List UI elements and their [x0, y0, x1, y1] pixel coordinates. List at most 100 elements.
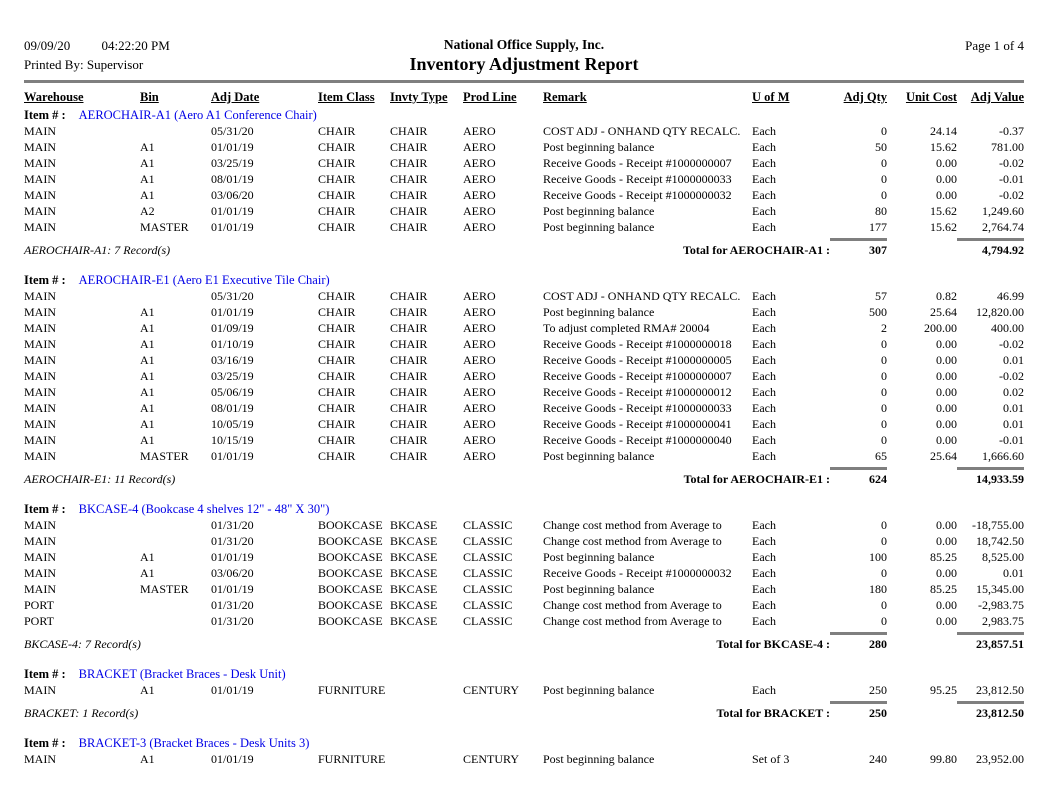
item-number-label: Item # : — [24, 502, 66, 516]
item-link[interactable]: BRACKET-3 (Bracket Braces - Desk Units 3… — [78, 736, 310, 750]
table-row: MAIN 05/31/20 CHAIR CHAIR AERO COST ADJ - ONH… — [24, 123, 1024, 139]
cell-warehouse: MAIN — [24, 566, 56, 580]
header-rule — [24, 80, 1024, 83]
column-header-item-class: Item Class — [318, 90, 375, 104]
cell-adj-qty: 0 — [881, 566, 887, 580]
cell-bin: A2 — [140, 204, 155, 218]
item-link[interactable]: AEROCHAIR-E1 (Aero E1 Executive Tile Cha… — [78, 273, 330, 287]
cell-item-class: CHAIR — [318, 433, 356, 447]
cell-uofm: Each — [752, 124, 776, 138]
cell-adj-value: 781.00 — [991, 140, 1024, 154]
table-row: MAIN MASTER 01/01/19 BOOKCASE BKCASE CLASSIC P… — [24, 581, 1024, 597]
cell-uofm: Set of 3 — [752, 752, 790, 766]
cell-remark: Post beginning balance — [543, 752, 655, 766]
cell-adj-value: 1,249.60 — [982, 204, 1024, 218]
table-row: MAIN A1 01/09/19 CHAIR CHAIR AERO To adjust co… — [24, 320, 1024, 336]
cell-adj-qty: 0 — [881, 614, 887, 628]
column-header-remark: Remark — [543, 90, 587, 104]
cell-bin: A1 — [140, 385, 155, 399]
item-header-row: Item # : BRACKET-3 (Bracket Braces - Desk… — [24, 735, 1024, 751]
cell-unit-cost: 0.00 — [936, 188, 957, 202]
cell-remark: Post beginning balance — [543, 204, 655, 218]
table-row: MAIN A1 01/01/19 CHAIR CHAIR AERO Post beginni… — [24, 139, 1024, 155]
cell-item-class: BOOKCASE — [318, 582, 383, 596]
group-total-qty: 250 — [830, 701, 887, 721]
cell-uofm: Each — [752, 518, 776, 532]
cell-warehouse: MAIN — [24, 401, 56, 415]
cell-prod-line: CLASSIC — [463, 582, 513, 596]
cell-adj-value: -0.02 — [999, 369, 1024, 383]
cell-remark: Receive Goods - Receipt #1000000007 — [543, 369, 732, 383]
group-total-row: AEROCHAIR-A1: 7 Record(s) Total for AEROC… — [24, 238, 1024, 258]
cell-adj-value: 0.01 — [1003, 401, 1024, 415]
table-row: MAIN A1 01/01/19 CHAIR CHAIR AERO Post beginni… — [24, 304, 1024, 320]
cell-adj-qty: 50 — [875, 140, 887, 154]
cell-unit-cost: 85.25 — [930, 582, 957, 596]
cell-prod-line: AERO — [463, 124, 496, 138]
group-total-label: Total for BKCASE-4 : — [716, 637, 830, 651]
item-link[interactable]: BKCASE-4 (Bookcase 4 shelves 12" - 48" X… — [78, 502, 330, 516]
cell-adj-qty: 0 — [881, 369, 887, 383]
cell-adj-qty: 0 — [881, 124, 887, 138]
cell-adj-date: 10/15/19 — [211, 433, 254, 447]
item-link[interactable]: BRACKET (Bracket Braces - Desk Unit) — [78, 667, 286, 681]
cell-prod-line: AERO — [463, 188, 496, 202]
cell-unit-cost: 85.25 — [930, 550, 957, 564]
cell-adj-qty: 0 — [881, 385, 887, 399]
cell-unit-cost: 95.25 — [930, 683, 957, 697]
cell-bin: A1 — [140, 305, 155, 319]
item-header-row: Item # : AEROCHAIR-E1 (Aero E1 Executive … — [24, 272, 1024, 288]
cell-unit-cost: 0.00 — [936, 614, 957, 628]
cell-prod-line: CLASSIC — [463, 566, 513, 580]
cell-prod-line: CLASSIC — [463, 550, 513, 564]
header-center: National Office Supply, Inc. Inventory A… — [324, 36, 724, 75]
cell-invty-type: CHAIR — [390, 289, 428, 303]
cell-adj-value: 12,820.00 — [976, 305, 1024, 319]
cell-bin — [140, 533, 211, 549]
cell-warehouse: MAIN — [24, 188, 56, 202]
cell-unit-cost: 0.00 — [936, 534, 957, 548]
cell-warehouse: PORT — [24, 598, 54, 612]
cell-invty-type: CHAIR — [390, 417, 428, 431]
cell-item-class: CHAIR — [318, 156, 356, 170]
cell-invty-type: CHAIR — [390, 369, 428, 383]
cell-item-class: CHAIR — [318, 337, 356, 351]
cell-unit-cost: 0.00 — [936, 172, 957, 186]
cell-uofm: Each — [752, 337, 776, 351]
cell-adj-value: -0.01 — [999, 172, 1024, 186]
cell-adj-date: 01/01/19 — [211, 449, 254, 463]
cell-adj-date: 05/31/20 — [211, 289, 254, 303]
item-header-row: Item # : BRACKET (Bracket Braces - Desk U… — [24, 666, 1024, 682]
cell-bin: MASTER — [140, 449, 189, 463]
cell-prod-line: AERO — [463, 305, 496, 319]
cell-adj-date: 03/25/19 — [211, 156, 254, 170]
cell-bin — [140, 517, 211, 533]
cell-uofm: Each — [752, 534, 776, 548]
cell-adj-qty: 0 — [881, 518, 887, 532]
cell-adj-date: 05/06/19 — [211, 385, 254, 399]
cell-prod-line: AERO — [463, 321, 496, 335]
cell-prod-line: AERO — [463, 449, 496, 463]
cell-invty-type: CHAIR — [390, 353, 428, 367]
cell-prod-line: AERO — [463, 289, 496, 303]
cell-prod-line: AERO — [463, 204, 496, 218]
cell-adj-qty: 0 — [881, 401, 887, 415]
cell-warehouse: MAIN — [24, 289, 56, 303]
cell-uofm: Each — [752, 204, 776, 218]
cell-adj-date: 08/01/19 — [211, 172, 254, 186]
column-header-invty-type: Invty Type — [390, 90, 448, 104]
group-total-label: Total for BRACKET : — [716, 706, 830, 720]
cell-invty-type: BKCASE — [390, 582, 438, 596]
cell-adj-value: 0.02 — [1003, 385, 1024, 399]
item-link[interactable]: AEROCHAIR-A1 (Aero A1 Conference Chair) — [78, 108, 317, 122]
cell-invty-type: BKCASE — [390, 518, 438, 532]
cell-adj-qty: 0 — [881, 534, 887, 548]
cell-adj-value: -0.02 — [999, 188, 1024, 202]
cell-adj-qty: 0 — [881, 337, 887, 351]
cell-bin: A1 — [140, 337, 155, 351]
cell-adj-date: 01/01/19 — [211, 683, 254, 697]
cell-remark: COST ADJ - ONHAND QTY RECALC. — [543, 289, 741, 303]
cell-item-class: CHAIR — [318, 140, 356, 154]
cell-remark: Receive Goods - Receipt #1000000005 — [543, 353, 732, 367]
table-row: MAIN A1 01/10/19 CHAIR CHAIR AERO Receive Good… — [24, 336, 1024, 352]
